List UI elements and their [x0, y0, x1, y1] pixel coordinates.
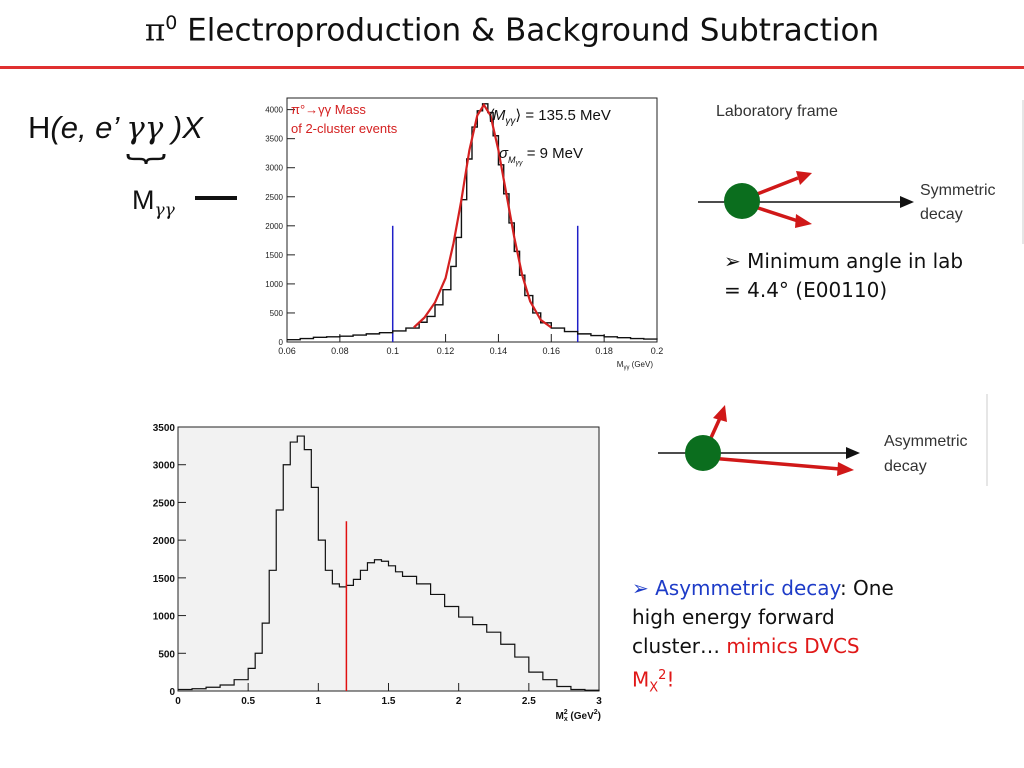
x-tick-label: 0.14: [490, 346, 508, 356]
photon-arrow-up: [708, 417, 722, 441]
x-tick-label: 2: [456, 696, 462, 707]
x-axis-label: Mx2 (GeV2): [555, 709, 601, 723]
y-tick-label: 0: [279, 338, 284, 347]
mass-label: Mγγ: [132, 185, 175, 220]
asymmetric-decay-diagram: Asymmetric decay: [658, 394, 988, 486]
min-angle-line-1: ➢ Minimum angle in lab: [724, 247, 963, 276]
y-tick-label: 2000: [153, 536, 176, 547]
asym-text-1: : One: [839, 576, 894, 600]
reaction-suffix: )X: [163, 110, 203, 145]
gaussian-fit-curve: [413, 102, 552, 329]
brace-icon: }: [122, 150, 171, 168]
arrow-head-icon: [795, 214, 812, 228]
symmetric-label-2: decay: [920, 206, 963, 223]
x-tick-label: 0.18: [595, 346, 613, 356]
asym-end: !: [666, 667, 675, 692]
arrow-head-icon: [846, 447, 860, 459]
lab-frame-label: Laboratory frame: [716, 103, 838, 120]
x-tick-label: 0.2: [651, 346, 664, 356]
y-tick-label: 1000: [153, 612, 176, 623]
y-tick-label: 3500: [265, 135, 283, 144]
x-tick-label: 0.06: [278, 346, 296, 356]
x-tick-label: 3: [596, 696, 602, 707]
arrow-head-icon: [713, 405, 727, 422]
title-rule: [0, 66, 1024, 69]
asym-line-4: MX2!: [632, 661, 894, 703]
mean-label: ⟨Mγγ⟩ = 135.5 MeV: [487, 107, 611, 127]
asym-text-3: cluster…: [632, 634, 727, 658]
asym-mx-sup: 2: [658, 668, 667, 683]
y-tick-label: 4000: [265, 106, 283, 115]
arrow-head-icon: [796, 171, 812, 185]
arrow-head-icon: [837, 462, 854, 476]
bullet-icon: ➢: [724, 249, 741, 273]
arrow-head-icon: [900, 196, 914, 208]
pion-ball-icon: [724, 183, 760, 219]
reaction-label: H(e, e’ γγ )X: [28, 110, 203, 146]
reaction-mid: (e, e’: [50, 110, 127, 145]
asym-line-2: high energy forward: [632, 605, 835, 629]
title-sup: 0: [165, 12, 178, 34]
x-tick-label: 0.12: [437, 346, 455, 356]
y-tick-label: 1500: [153, 574, 176, 585]
x-tick-label: 0.16: [543, 346, 561, 356]
asymmetric-note: ➢ Asymmetric decay: One high energy forw…: [632, 574, 894, 703]
y-tick-label: 3000: [265, 164, 283, 173]
y-tick-label: 500: [270, 309, 284, 318]
plot-frame: [177, 426, 600, 692]
bullet-icon: ➢: [632, 576, 649, 600]
y-tick-label: 0: [169, 687, 175, 698]
x-axis-label: Mγγ (GeV): [617, 360, 654, 371]
photon-arrow-up: [751, 176, 799, 198]
mass-label-sub: γγ: [154, 200, 175, 221]
symmetric-label-1: Symmetric: [920, 182, 996, 199]
y-tick-label: 3500: [153, 423, 176, 434]
asym-blue-text: Asymmetric decay: [648, 576, 840, 600]
reaction-prefix: H: [28, 110, 51, 145]
x-tick-label: 1: [316, 696, 322, 707]
asym-line-1: ➢ Asymmetric decay: One: [632, 574, 894, 603]
y-tick-label: 2500: [153, 498, 176, 509]
asym-mx: M: [632, 667, 650, 692]
pion-ball-icon: [685, 435, 721, 471]
symmetric-decay-diagram: Laboratory frame Symmetric decay: [698, 100, 1024, 244]
y-tick-label: 2000: [265, 222, 283, 231]
title-symbol: π: [144, 12, 166, 49]
annotation-title-1: π°→γγ Mass: [291, 102, 366, 117]
x-tick-label: 0.08: [331, 346, 349, 356]
annotation-title-2: of 2-cluster events: [291, 121, 398, 136]
reaction-gg: γγ: [126, 110, 164, 146]
asym-red-text: mimics DVCS: [726, 634, 860, 658]
mass-label-text: M: [132, 185, 155, 215]
missing-mass-chart: 0 0.5 1 1.5 2 2.5 3 0 500 1000 1500 2000 2500 3000 350…: [153, 423, 602, 723]
title-text: Electroproduction & Background Subtracti…: [177, 12, 880, 49]
mass-dash: [195, 196, 237, 200]
asymmetric-label-1: Asymmetric: [884, 433, 968, 450]
x-tick-label: 0: [175, 696, 181, 707]
min-angle-text: Minimum angle in lab: [740, 249, 964, 273]
sigma-label: σMγγ = 9 MeV: [499, 145, 583, 167]
photon-arrow-forward: [709, 456, 841, 471]
x-tick-label: 2.5: [522, 696, 536, 707]
y-tick-label: 500: [158, 649, 175, 660]
x-tick-label: 0.5: [241, 696, 255, 707]
y-tick-label: 2500: [265, 193, 283, 202]
photon-arrow-down: [751, 204, 799, 223]
min-angle-line-2: = 4.4° (E00110): [724, 278, 888, 302]
y-tick-label: 1500: [265, 251, 283, 260]
asymmetric-label-2: decay: [884, 458, 927, 475]
asym-line-3: cluster… mimics DVCS: [632, 632, 894, 661]
x-tick-label: 1.5: [382, 696, 396, 707]
y-tick-label: 3000: [153, 461, 176, 472]
page-title: π0 Electroproduction & Background Subtra…: [0, 12, 1024, 48]
invariant-mass-chart: 0.06 0.08 0.1 0.12 0.14 0.16 0.18 0.2 0 500 1000 15…: [265, 97, 664, 371]
data-histogram: [178, 435, 600, 691]
asym-mx-sub: X: [649, 680, 659, 696]
x-tick-label: 0.1: [386, 346, 399, 356]
min-angle-note: ➢ Minimum angle in lab = 4.4° (E00110): [724, 247, 963, 305]
data-histogram: [287, 103, 658, 341]
y-tick-label: 1000: [265, 280, 283, 289]
